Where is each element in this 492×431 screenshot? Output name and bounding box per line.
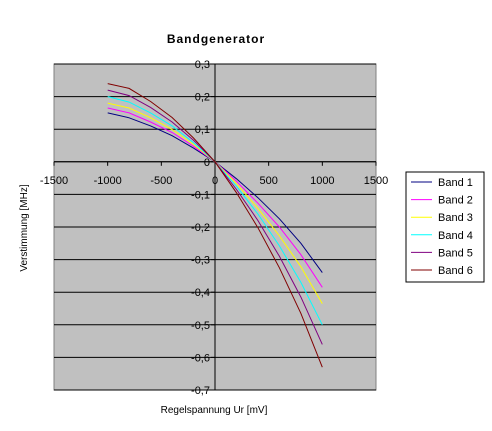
chart-title: Bandgenerator [167,32,265,46]
legend-box [405,171,485,283]
y-tick-label: -0,5 [191,320,210,332]
y-tick-label: -0,2 [191,222,210,234]
y-axis-label: Verstimmung [MHz] [19,184,30,271]
y-tick-label: -0,4 [191,287,210,299]
y-tick-label: -0,6 [191,352,210,364]
y-tick-labels: 0,3 0,2 0,1 0 -0,1 -0,2 -0,3 -0,4 -0,5 -0,6 -0,7 [191,59,210,397]
x-tick-labels: -1500 -1000 -500 0 500 1000 1500 [40,175,388,187]
series-line-band-6 [107,83,323,368]
legend-entry: Band 6 [438,265,473,277]
legend-entry: Band 2 [438,195,473,207]
x-tick-label: 0 [212,175,218,187]
legend-entry: Band 5 [438,247,473,259]
x-axis-label: Regelspannung Ur [mV] [161,405,268,416]
x-tick-label: -1500 [40,175,68,187]
x-tick-label: -500 [150,175,172,187]
y-tick-label: -0,1 [191,189,210,201]
legend-entry: Band 3 [438,212,473,224]
x-tick-label: 500 [259,175,277,187]
y-tick-label: 0,3 [195,59,210,71]
x-tick-label: -1000 [94,175,122,187]
x-tick-label: 1000 [310,175,334,187]
y-tick-label: 0,2 [195,92,210,104]
legend-entry: Band 1 [438,177,473,189]
y-tick-label: -0,7 [191,385,210,397]
x-tick-label: 1500 [364,175,388,187]
y-tick-label: -0,3 [191,255,210,267]
y-tick-label: 0,1 [195,124,210,136]
series-lines [107,83,323,368]
legend: Band 1 Band 2 Band 3 Band 4 Band 5 Band 6 [405,171,485,283]
y-tick-label: 0 [204,157,210,169]
legend-entry: Band 4 [438,230,473,242]
